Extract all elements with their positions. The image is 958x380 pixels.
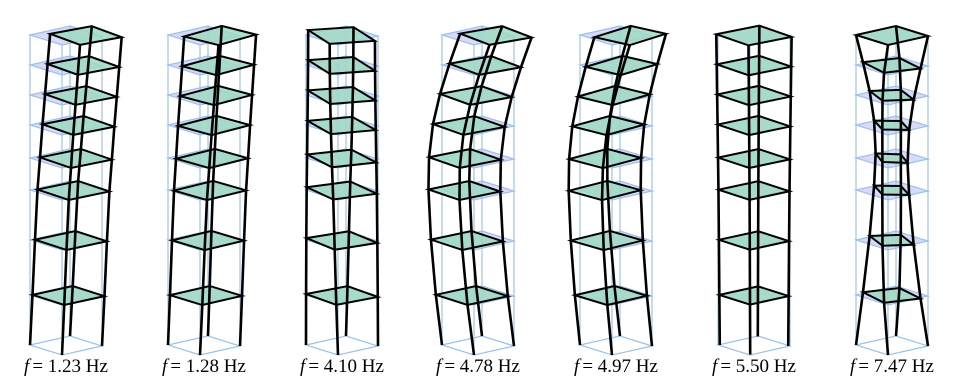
- deformed-floor: [38, 181, 110, 200]
- frequency-value: = 5.50 Hz: [720, 356, 796, 377]
- deformed-floor: [307, 150, 376, 168]
- frequency-label: f= 1.28 Hz: [162, 356, 246, 377]
- deformed-floor: [856, 26, 928, 45]
- deformed-floor: [571, 231, 643, 250]
- frequency-symbol: f: [24, 356, 32, 377]
- mode-panel: [716, 26, 791, 355]
- mode-panel: [30, 26, 122, 355]
- deformed-floor: [433, 116, 505, 135]
- deformed-floor: [176, 149, 248, 168]
- deformed-floor: [863, 58, 921, 73]
- figure: f= 1.23 Hzf= 1.28 Hzf= 4.10 Hzf= 4.78 Hz…: [0, 0, 958, 380]
- frequency-symbol: f: [162, 356, 170, 377]
- deformed-floor: [308, 117, 376, 134]
- deformed-floor: [35, 231, 107, 250]
- deformed-floor: [718, 116, 791, 135]
- mode-panel: [428, 26, 531, 355]
- frequency-symbol: f: [574, 356, 582, 377]
- deformed-floor: [33, 286, 105, 305]
- deformed-floor: [575, 286, 647, 305]
- frequency-symbol: f: [850, 356, 858, 377]
- mode-panel: [569, 26, 666, 355]
- deformed-column: [758, 26, 760, 337]
- deformed-floor: [717, 86, 791, 105]
- frequency-value: = 1.23 Hz: [32, 356, 108, 377]
- mode-panel: [856, 26, 928, 355]
- frequency-value: = 1.28 Hz: [170, 356, 246, 377]
- undeformed-floor: [306, 336, 378, 355]
- frequency-symbol: f: [436, 356, 444, 377]
- deformed-floor: [308, 57, 375, 74]
- frequency-label: f= 4.10 Hz: [300, 356, 384, 377]
- frequency-symbol: f: [712, 356, 720, 377]
- deformed-floor: [716, 26, 791, 46]
- deformed-floor: [719, 286, 788, 304]
- frequency-label: f= 4.78 Hz: [436, 356, 520, 377]
- undeformed-floor: [856, 336, 928, 355]
- frequency-label: f= 1.23 Hz: [24, 356, 108, 377]
- deformed-floor: [863, 288, 921, 303]
- frequency-label: f= 5.50 Hz: [712, 356, 796, 377]
- deformed-floor: [172, 231, 244, 250]
- deformed-column: [748, 45, 750, 354]
- mode-panel: [306, 26, 378, 355]
- undeformed-floor: [168, 336, 240, 355]
- deformed-floor: [718, 149, 790, 168]
- deformed-floor: [306, 231, 377, 249]
- undeformed-floor: [30, 336, 102, 355]
- frequency-label: f= 4.97 Hz: [574, 356, 658, 377]
- deformed-floor: [308, 87, 375, 104]
- deformed-floor: [307, 181, 377, 199]
- frequency-value: = 4.97 Hz: [582, 356, 658, 377]
- undeformed-floor: [442, 336, 514, 355]
- deformed-floor: [174, 181, 246, 200]
- frequency-value: = 7.47 Hz: [858, 356, 934, 377]
- deformed-floor: [718, 181, 789, 200]
- frequency-value: = 4.10 Hz: [308, 356, 384, 377]
- frequency-symbol: f: [300, 356, 308, 377]
- undeformed-floor: [580, 336, 652, 355]
- frequency-value: = 4.78 Hz: [444, 356, 520, 377]
- deformed-floor: [170, 286, 242, 305]
- deformed-floor: [717, 56, 792, 76]
- mode-panel: [168, 26, 256, 355]
- deformed-floor: [719, 231, 789, 249]
- deformed-floor: [436, 286, 508, 305]
- deformed-floor: [306, 286, 378, 305]
- undeformed-floor: [718, 336, 790, 355]
- deformed-floor: [308, 27, 375, 44]
- frequency-label: f= 7.47 Hz: [850, 356, 934, 377]
